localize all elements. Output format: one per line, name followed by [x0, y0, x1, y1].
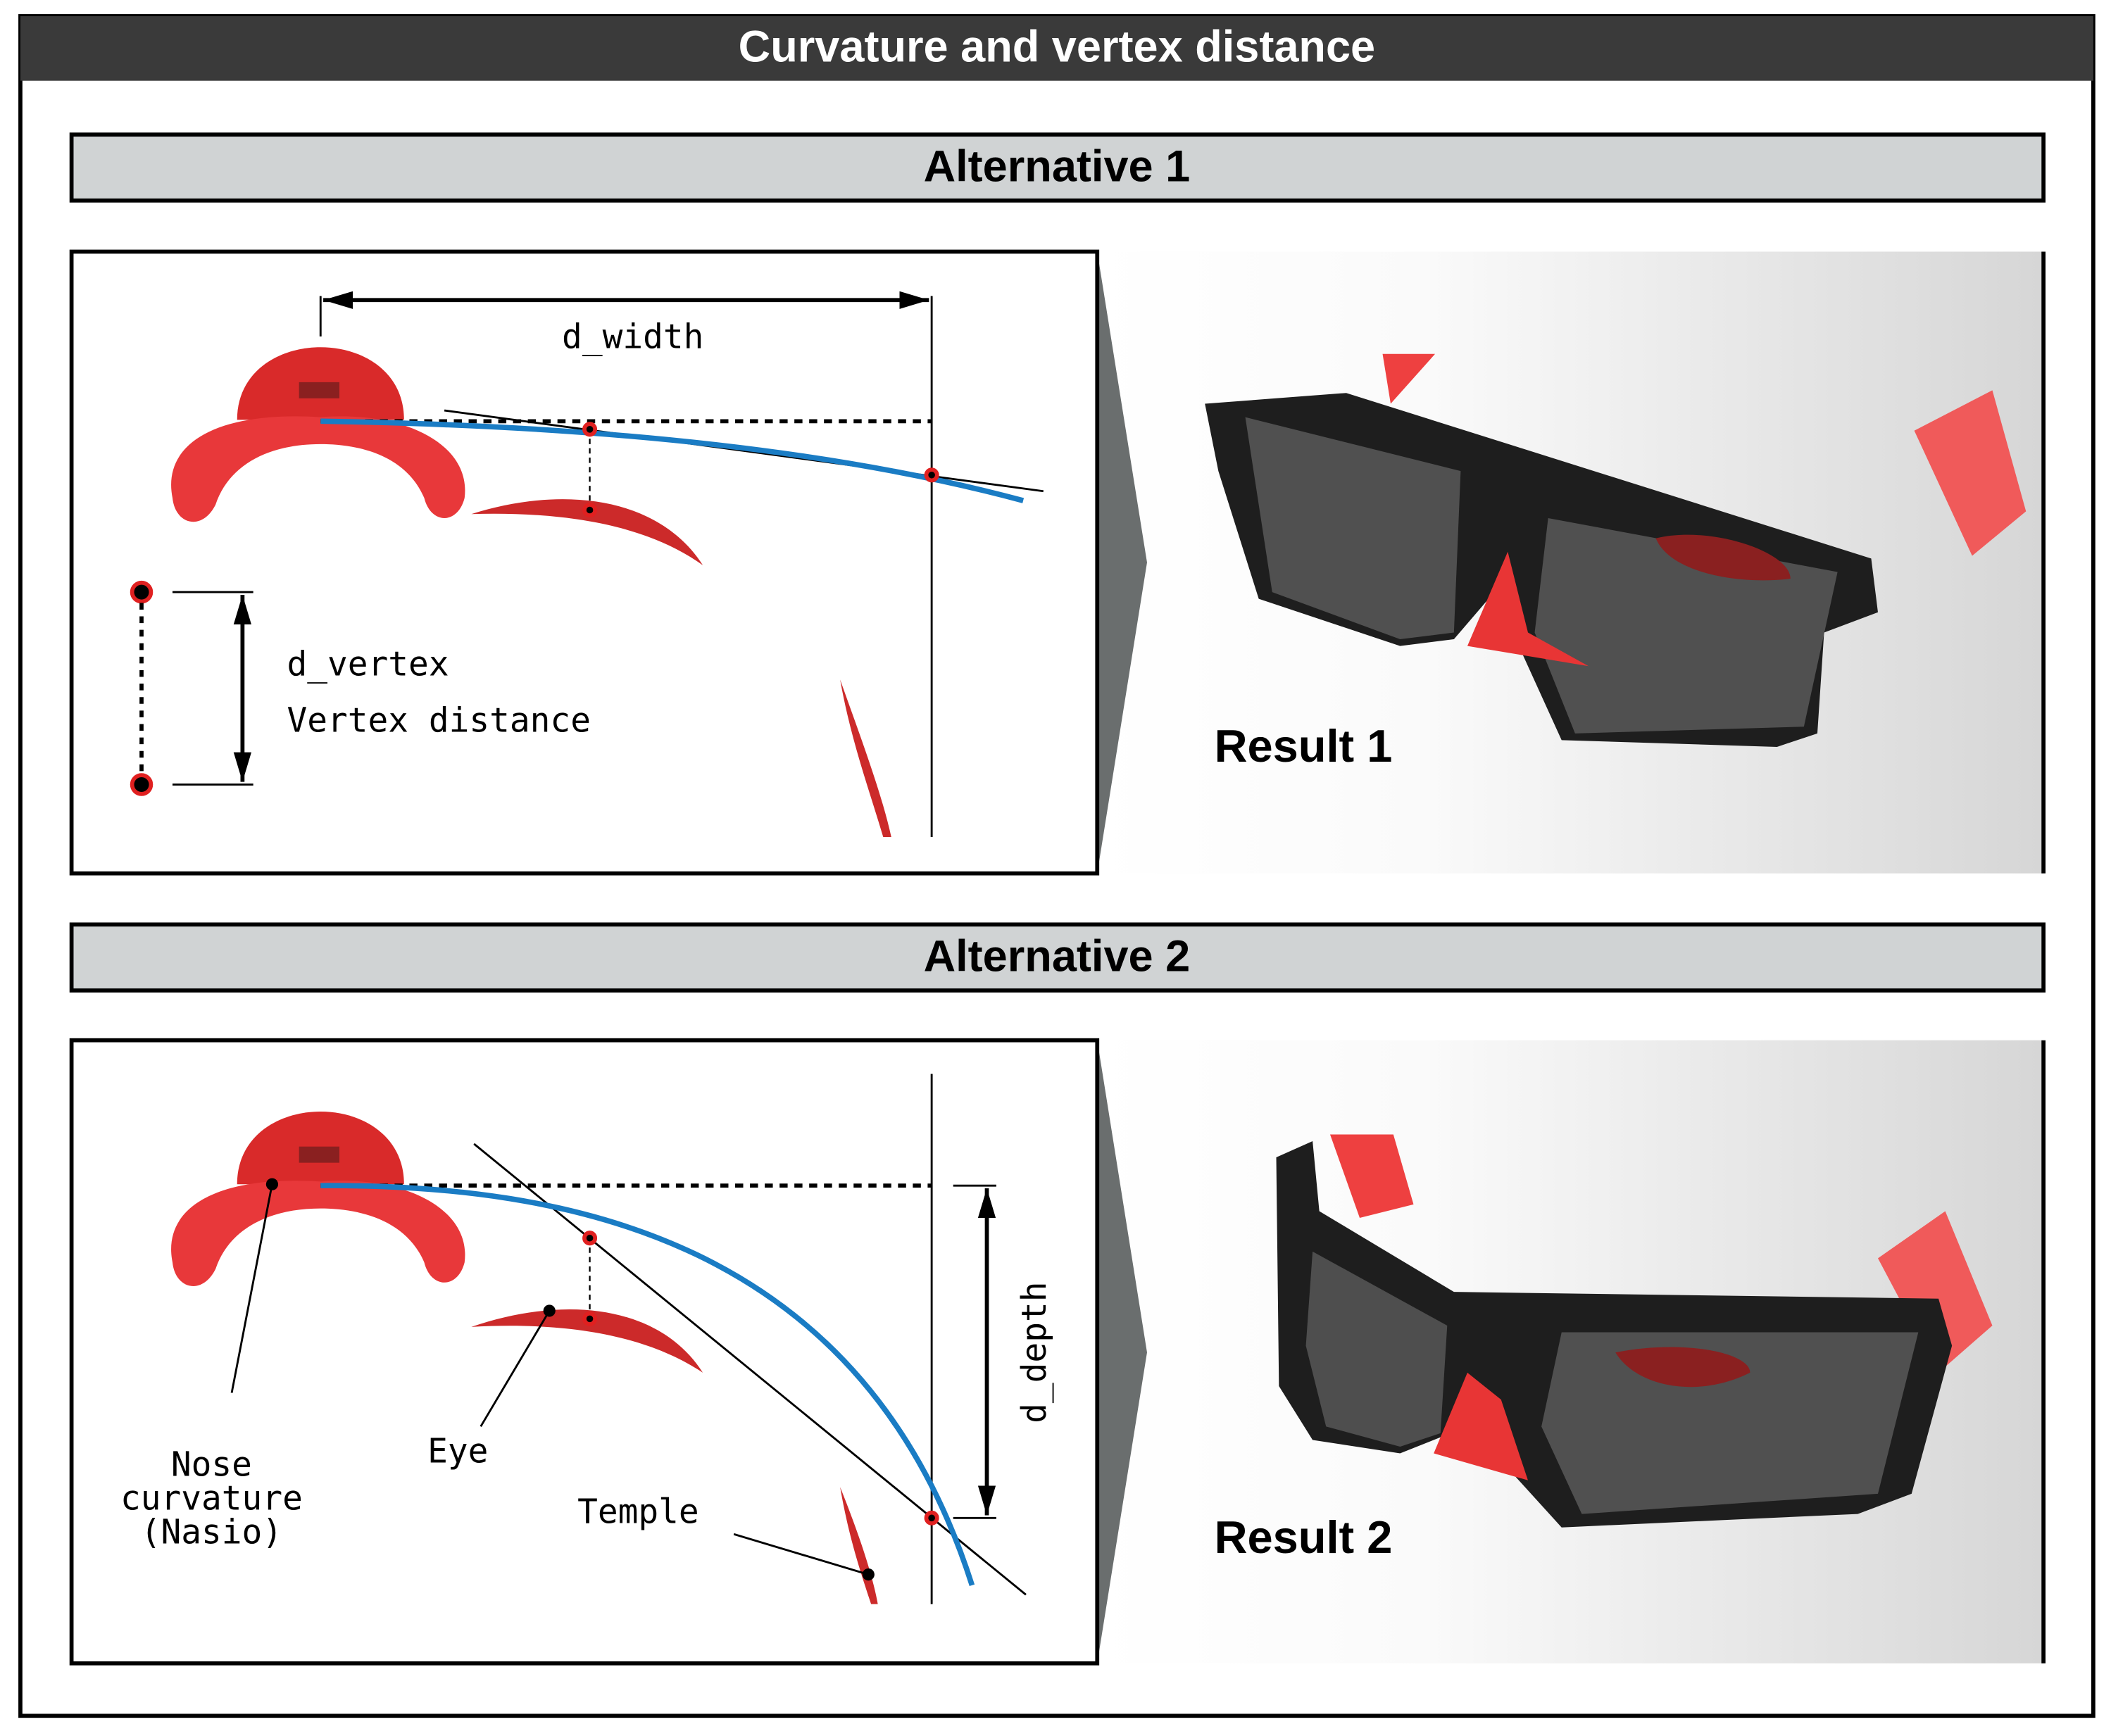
shape — [1382, 353, 1436, 404]
title: Curvature and vertex distance — [739, 22, 1375, 71]
arrow-separator — [1097, 1040, 1147, 1663]
shape — [1329, 1134, 1414, 1219]
heading-bar — [69, 132, 2046, 203]
shape — [480, 1310, 551, 1428]
shape — [1914, 390, 2027, 556]
d-depth-label: d_depth — [1015, 1281, 1054, 1423]
nose-label: (Nasio) — [141, 1513, 282, 1552]
shape — [130, 773, 154, 796]
heading-bar — [69, 922, 2046, 993]
d-vertex-label: d_vertex — [287, 645, 449, 684]
shape — [862, 1568, 875, 1581]
panel-1: Alternative 1 d_width d_vertex Vertex di… — [69, 132, 2046, 876]
vertex-distance-label: Vertex distance — [287, 702, 591, 741]
shape — [924, 467, 939, 483]
shape — [1434, 1372, 1528, 1480]
points — [582, 1231, 939, 1526]
eye-label: Eye — [427, 1433, 488, 1471]
points — [130, 422, 939, 796]
shape — [733, 1533, 869, 1575]
shape — [1541, 1332, 1919, 1514]
temple-model — [840, 679, 891, 838]
shape — [582, 1311, 598, 1326]
diagram-box — [69, 1038, 1100, 1666]
shape — [582, 1231, 598, 1246]
leader-lines — [230, 1183, 869, 1575]
shape — [1305, 1251, 1448, 1447]
panel-2: Alternative 2 d_depth Nose curvature (Na… — [69, 922, 2046, 1666]
shape — [1655, 534, 1791, 581]
leader-points — [265, 1178, 875, 1581]
result-label: Result 1 — [1215, 720, 1393, 772]
shape — [130, 580, 154, 604]
temple-label: Temple — [577, 1493, 699, 1532]
nose-label: curvature — [120, 1479, 303, 1518]
arrow-separator — [1097, 251, 1147, 874]
d-width-label: d_width — [562, 318, 703, 357]
shape — [543, 1304, 556, 1317]
sunglasses — [1205, 353, 2027, 747]
heading: Alternative 2 — [924, 932, 1191, 981]
nose-label: Nose — [171, 1446, 252, 1485]
shape — [1878, 1211, 1993, 1373]
heading: Alternative 1 — [924, 142, 1191, 191]
curve — [320, 418, 1025, 503]
shape — [1245, 417, 1461, 640]
result-label: Result 2 — [1215, 1511, 1393, 1563]
shape — [1615, 1347, 1750, 1388]
sunglasses — [1276, 1134, 1993, 1528]
shape — [924, 1510, 939, 1526]
curve — [320, 1183, 975, 1587]
eye-model — [471, 499, 703, 565]
shape — [230, 1183, 273, 1393]
eye-model — [471, 1309, 703, 1373]
shape — [582, 502, 598, 518]
tangent-line — [444, 409, 1044, 493]
shape — [582, 422, 598, 437]
title-bar — [20, 15, 2093, 81]
shape — [265, 1178, 279, 1190]
shape — [1467, 551, 1589, 667]
